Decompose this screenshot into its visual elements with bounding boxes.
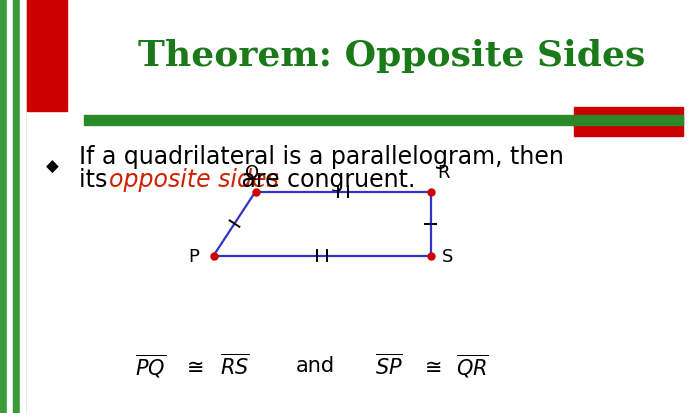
Text: $\cong$: $\cong$ xyxy=(420,356,441,375)
Text: Theorem: Opposite Sides: Theorem: Opposite Sides xyxy=(139,39,645,73)
Bar xyxy=(87,0,93,413)
Bar xyxy=(146,0,153,413)
Bar xyxy=(133,0,140,413)
Text: its: its xyxy=(79,168,115,192)
Bar xyxy=(60,0,66,413)
Bar xyxy=(113,0,120,413)
Bar xyxy=(7,0,13,413)
Bar xyxy=(160,0,167,413)
Bar xyxy=(106,0,113,413)
Text: are congruent.: are congruent. xyxy=(234,168,415,192)
Bar xyxy=(167,0,173,413)
Bar xyxy=(53,0,60,413)
Text: $\overline{SP}$: $\overline{SP}$ xyxy=(374,353,402,378)
Bar xyxy=(20,0,27,413)
Bar xyxy=(139,0,146,413)
Bar xyxy=(34,0,40,413)
Text: Q: Q xyxy=(245,164,259,182)
Bar xyxy=(126,0,133,413)
Text: P: P xyxy=(188,247,199,265)
Text: If a quadrilateral is a parallelogram, then: If a quadrilateral is a parallelogram, t… xyxy=(79,145,564,169)
Bar xyxy=(40,0,46,413)
Bar xyxy=(99,0,106,413)
Text: $\cong$: $\cong$ xyxy=(182,356,203,375)
Bar xyxy=(574,116,682,126)
Text: S: S xyxy=(442,247,454,265)
Text: R: R xyxy=(437,164,449,182)
Bar xyxy=(0,0,7,413)
Bar xyxy=(13,0,20,413)
Bar xyxy=(66,0,73,413)
Bar xyxy=(27,0,34,413)
Text: $\overline{QR}$: $\overline{QR}$ xyxy=(456,352,489,379)
Bar xyxy=(153,0,160,413)
Text: opposite sides: opposite sides xyxy=(109,168,279,192)
Text: $\overline{RS}$: $\overline{RS}$ xyxy=(220,353,249,378)
Bar xyxy=(46,0,53,413)
Text: $\overline{PQ}$: $\overline{PQ}$ xyxy=(135,352,166,379)
Bar xyxy=(84,116,574,126)
Bar xyxy=(574,107,682,137)
Bar xyxy=(93,0,100,413)
Bar xyxy=(80,0,86,413)
Text: and: and xyxy=(295,356,335,375)
Text: ◆: ◆ xyxy=(46,157,58,175)
Bar xyxy=(27,0,67,112)
Bar xyxy=(120,0,126,413)
Bar xyxy=(73,0,80,413)
